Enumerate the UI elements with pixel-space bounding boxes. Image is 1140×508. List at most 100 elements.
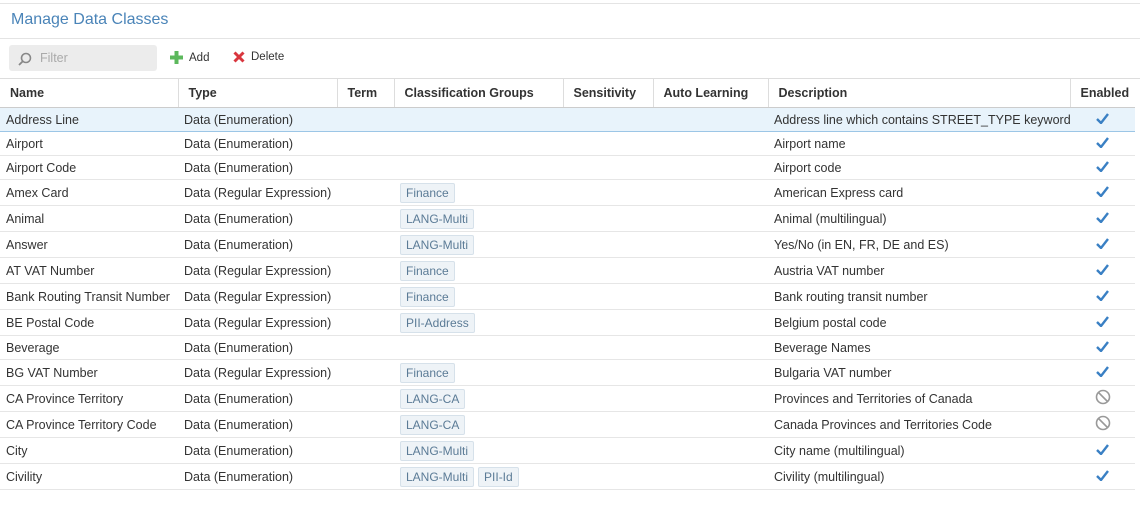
sensitivity-cell xyxy=(563,257,653,284)
group-tag: LANG-Multi xyxy=(400,466,475,487)
table-row[interactable]: BE Postal Code Data (Regular Expression) P… xyxy=(0,309,1135,336)
enabled-cell xyxy=(1070,107,1135,132)
term-cell xyxy=(337,411,394,438)
groups-cell: Finance xyxy=(394,179,563,206)
sensitivity-cell xyxy=(563,155,653,180)
name-cell: Animal xyxy=(0,205,178,232)
name-cell: Airport Code xyxy=(0,155,178,180)
check-icon xyxy=(1096,340,1109,353)
description-cell: Civility (multilingual) xyxy=(768,463,1070,490)
check-icon xyxy=(1096,315,1109,328)
name-cell: Airport xyxy=(0,131,178,156)
auto-learning-cell xyxy=(653,205,768,232)
header-row: Name Type Term Classification Groups Sensiti… xyxy=(0,79,1135,108)
table-row[interactable]: Civility Data (Enumeration) LANG-Multi PII-… xyxy=(0,463,1135,490)
check-icon xyxy=(1096,160,1109,173)
sensitivity-cell xyxy=(563,309,653,336)
group-tag: Finance xyxy=(400,362,455,383)
table-body: Address Line Data (Enumeration) Address li… xyxy=(0,107,1135,490)
column-header[interactable]: Description xyxy=(768,79,1071,108)
table-row[interactable]: Airport Data (Enumeration) Airport name xyxy=(0,131,1135,156)
column-header[interactable]: Auto Learning xyxy=(653,79,769,108)
table-row[interactable]: Amex Card Data (Regular Expression) Financ… xyxy=(0,179,1135,206)
column-header[interactable]: Term xyxy=(337,79,395,108)
term-cell xyxy=(337,231,394,258)
group-tag: PII-Id xyxy=(478,466,519,487)
column-header[interactable]: Enabled xyxy=(1070,79,1135,108)
sensitivity-cell xyxy=(563,463,653,490)
sensitivity-cell xyxy=(563,131,653,156)
group-tag: LANG-Multi xyxy=(400,440,475,461)
description-cell: American Express card xyxy=(768,179,1070,206)
type-cell: Data (Regular Expression) xyxy=(178,359,337,386)
table-row[interactable]: Animal Data (Enumeration) LANG-Multi Animal… xyxy=(0,205,1135,232)
enabled-cell xyxy=(1070,335,1135,360)
enabled-cell xyxy=(1070,359,1135,386)
table-row[interactable]: City Data (Enumeration) LANG-Multi City nam… xyxy=(0,437,1135,464)
column-header[interactable]: Classification Groups xyxy=(394,79,564,108)
groups-cell: Finance xyxy=(394,359,563,386)
group-tag: Finance xyxy=(400,286,455,307)
table-row[interactable]: Address Line Data (Enumeration) Address li… xyxy=(0,107,1135,132)
sensitivity-cell xyxy=(563,205,653,232)
table-row[interactable]: BG VAT Number Data (Regular Expression) Fi… xyxy=(0,359,1135,386)
groups-cell xyxy=(394,107,563,132)
name-cell: BE Postal Code xyxy=(0,309,178,336)
description-cell: Bank routing transit number xyxy=(768,283,1070,310)
sensitivity-cell xyxy=(563,283,653,310)
groups-cell: Finance xyxy=(394,257,563,284)
description-cell: Beverage Names xyxy=(768,335,1070,360)
term-cell xyxy=(337,155,394,180)
table-row[interactable]: CA Province Territory Code Data (Enumerat… xyxy=(0,411,1135,438)
column-header[interactable]: Sensitivity xyxy=(563,79,654,108)
auto-learning-cell xyxy=(653,335,768,360)
filter-placeholder: Filter xyxy=(40,51,68,65)
group-tag: PII-Address xyxy=(400,312,475,333)
sensitivity-cell xyxy=(563,107,653,132)
enabled-cell xyxy=(1070,385,1135,412)
table-row[interactable]: Beverage Data (Enumeration) Beverage Names xyxy=(0,335,1135,360)
enabled-cell xyxy=(1070,437,1135,464)
groups-cell: LANG-CA xyxy=(394,411,563,438)
groups-cell: LANG-Multi xyxy=(394,437,563,464)
type-cell: Data (Enumeration) xyxy=(178,335,337,360)
enabled-cell xyxy=(1070,309,1135,336)
table-row[interactable]: CA Province Territory Data (Enumeration) L… xyxy=(0,385,1135,412)
type-cell: Data (Enumeration) xyxy=(178,107,337,132)
divider xyxy=(0,3,1140,4)
description-cell: Austria VAT number xyxy=(768,257,1070,284)
groups-cell: PII-Address xyxy=(394,309,563,336)
table-row[interactable]: Answer Data (Enumeration) LANG-Multi Yes/No… xyxy=(0,231,1135,258)
sensitivity-cell xyxy=(563,179,653,206)
table-row[interactable]: AT VAT Number Data (Regular Expression) Fi… xyxy=(0,257,1135,284)
term-cell xyxy=(337,107,394,132)
term-cell xyxy=(337,335,394,360)
column-header[interactable]: Type xyxy=(178,79,338,108)
add-button[interactable]: Add xyxy=(170,51,209,64)
enabled-cell xyxy=(1070,205,1135,232)
auto-learning-cell xyxy=(653,107,768,132)
groups-cell: LANG-CA xyxy=(394,385,563,412)
groups-cell: LANG-Multi PII-Id xyxy=(394,463,563,490)
name-cell: Bank Routing Transit Number xyxy=(0,283,178,310)
table-row[interactable]: Airport Code Data (Enumeration) Airport co… xyxy=(0,155,1135,180)
enabled-cell xyxy=(1070,283,1135,310)
filter-input[interactable]: Filter xyxy=(9,45,157,71)
table-row[interactable]: Bank Routing Transit Number Data (Regular… xyxy=(0,283,1135,310)
auto-learning-cell xyxy=(653,359,768,386)
auto-learning-cell xyxy=(653,411,768,438)
name-cell: AT VAT Number xyxy=(0,257,178,284)
name-cell: City xyxy=(0,437,178,464)
auto-learning-cell xyxy=(653,257,768,284)
name-cell: Amex Card xyxy=(0,179,178,206)
column-header[interactable]: Name xyxy=(0,79,179,108)
auto-learning-cell xyxy=(653,437,768,464)
groups-cell xyxy=(394,335,563,360)
term-cell xyxy=(337,437,394,464)
delete-button[interactable]: Delete xyxy=(233,51,284,63)
description-cell: Belgium postal code xyxy=(768,309,1070,336)
divider xyxy=(0,78,1140,79)
sensitivity-cell xyxy=(563,359,653,386)
auto-learning-cell xyxy=(653,231,768,258)
term-cell xyxy=(337,359,394,386)
